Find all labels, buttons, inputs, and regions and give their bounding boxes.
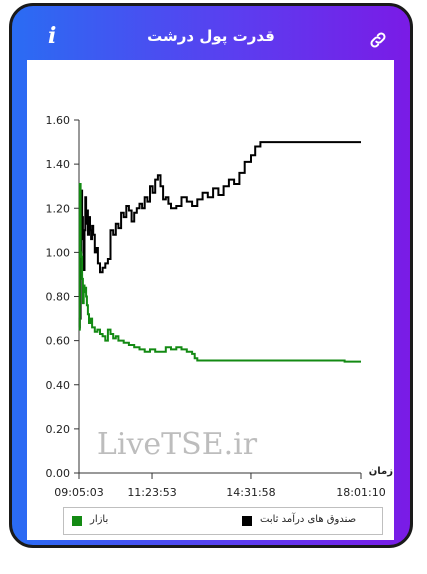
y-tick-label: 1.00: [46, 246, 71, 259]
y-tick-label: 0.00: [46, 467, 71, 480]
x-tick-label: 11:23:53: [127, 486, 176, 499]
y-tick-label: 1.40: [46, 158, 71, 171]
x-tick-label: 09:05:03: [54, 486, 103, 499]
series-line-market: [78, 183, 361, 363]
link-icon[interactable]: [368, 30, 388, 50]
legend-label-market[interactable]: بازار: [90, 514, 109, 525]
y-tick-label: 1.20: [46, 202, 71, 215]
watermark: LiveTSE.ir: [97, 427, 258, 462]
legend: صندوق های درآمد ثابت بازار: [63, 507, 383, 535]
chart-title: قدرت پول درشت: [147, 27, 275, 45]
x-tick-label: 18:01:10: [336, 486, 385, 499]
y-tick-label: 0.80: [46, 291, 71, 304]
card-header: i قدرت پول درشت: [12, 6, 410, 63]
legend-swatch-fixed-income: [242, 516, 252, 526]
x-axis-label: زمان: [369, 466, 393, 477]
chart-card: i قدرت پول درشت 0.00 0.20 0.40 0.60 0.80 1.00…: [9, 3, 413, 548]
info-icon[interactable]: i: [48, 23, 57, 49]
chart-svg: 0.00 0.20 0.40 0.60 0.80 1.00 1.20 1.40 1.60 09:0…: [46, 114, 394, 499]
x-tick-label: 14:31:58: [226, 486, 275, 499]
legend-swatch-market: [72, 516, 82, 526]
legend-label-fixed-income[interactable]: صندوق های درآمد ثابت: [260, 514, 357, 525]
y-tick-label: 1.60: [46, 114, 71, 127]
series-line-fixed-income: [78, 141, 361, 329]
y-tick-label: 0.60: [46, 335, 71, 348]
y-tick-label: 0.20: [46, 423, 71, 436]
chart-panel: 0.00 0.20 0.40 0.60 0.80 1.00 1.20 1.40 1.60 09:0…: [27, 60, 394, 540]
y-tick-label: 0.40: [46, 379, 71, 392]
